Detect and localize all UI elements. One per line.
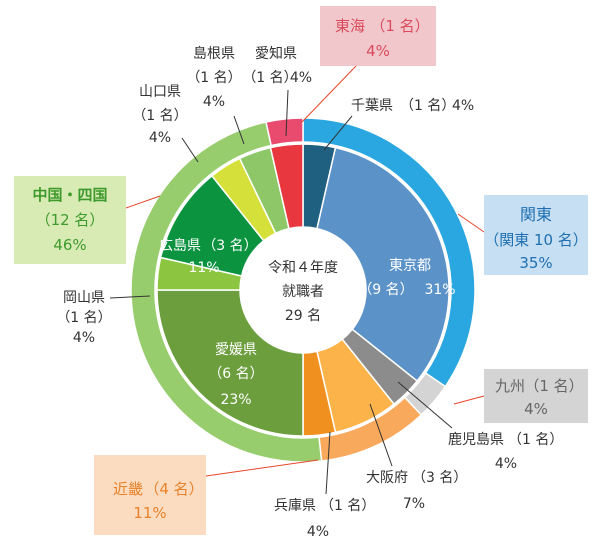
label-okayama: 岡山県 （1 名） 4% [56,290,111,346]
label-yamaguchi-name: 山口県 [139,84,181,100]
label-okayama-name: 岡山県 [63,290,105,306]
region-kinki-name: 近畿 [113,480,143,498]
center-label-line-1: 令和４年度 [268,260,338,276]
label-kagoshima-name: 鹿児島県 [448,431,504,448]
region-box-tokai: 東海 （1 名） 4% [320,6,436,66]
region-kyushu-name: 九州 [495,377,525,395]
leader-yamaguchi [181,137,199,163]
region-kinki-count: （4 名） [144,480,203,498]
label-chiba: 千葉県 （1 名） 4% [351,98,474,114]
region-box-chugoku-shikoku: 中国・四国 （12 名） 46% [14,176,126,264]
label-okayama-pct: 4% [73,330,95,346]
label-tokyo-name: 東京都 [389,258,431,274]
label-hyogo-count: （1 名） [320,498,375,514]
region-box-tokai-bg [320,6,436,66]
leader-kinki [205,459,319,477]
region-kyushu-pct: 4% [524,400,548,418]
leader-osaka [369,403,393,467]
label-chiba-count: （1 名） [400,98,455,114]
label-chiba-pct: 4% [452,98,474,114]
outer-ring [130,117,476,463]
label-hiroshima: 広島県 （3 名） 11% [159,238,258,276]
label-tokyo-count: （9 名） [358,282,413,298]
region-box-kyushu: 九州 （1 名） 4% [484,369,588,423]
center-label-line-2: 就職者 [282,284,324,300]
region-tokai-name: 東海 [335,17,365,35]
leader-shimane [233,115,245,145]
label-aichi-name: 愛知県 [255,45,297,62]
label-osaka-pct: 7% [403,496,425,512]
label-tokyo: 東京都 （9 名） 31% [358,258,455,298]
outer-slice-4 [265,117,304,147]
region-box-kinki: 近畿 （4 名） 11% [94,455,206,535]
region-kanto-count: （関東 10 名） [484,231,588,249]
label-kagoshima-pct: 4% [495,456,517,472]
label-hyogo-name: 兵庫県 [274,497,316,514]
region-kinki-pct: 11% [133,504,166,522]
label-shimane-count: （1 名） [186,70,241,86]
label-hyogo-pct: 4% [307,524,329,540]
label-shimane-name: 島根県 [193,46,235,62]
region-kanto-pct: 35% [519,254,552,272]
label-kagoshima: 鹿児島県 （1 名） 4% [448,431,563,472]
label-ehime-pct: 23% [220,392,251,408]
label-yamaguchi: 山口県 （1 名） 4% [132,84,187,146]
leader-kanto [457,213,485,233]
leader-lines [109,65,485,495]
label-ehime-count: （6 名） [208,366,263,382]
label-tokyo-pct: 31% [424,282,455,298]
label-aichi-count: （1 名） [242,70,297,86]
region-box-kanto-bg [484,195,588,275]
label-hiroshima-pct: 11% [188,260,219,276]
leader-chiba [323,115,353,151]
label-yamaguchi-pct: 4% [149,130,171,146]
label-hiroshima-name: 広島県 [159,238,201,254]
region-box-chugoku-shikoku-bg [14,176,126,264]
center-hole [240,227,366,353]
label-hiroshima-count: （3 名） [202,238,257,254]
label-shimane-pct: 4% [203,94,225,110]
leader-tokai [301,65,357,123]
leader-hyogo [325,431,331,495]
region-chugoku-shikoku-name: 中国・四国 [32,186,107,204]
label-aichi: 愛知県 （1 名） 4% [242,45,312,86]
region-kyushu-count: （1 名） [524,377,583,395]
label-osaka-count: （3 名） [412,470,467,486]
region-kanto-name: 関東 [520,205,552,224]
leader-kagoshima [397,381,453,429]
label-shimane: 島根県 （1 名） 4% [186,46,241,110]
leader-okayama [109,295,151,299]
label-yamaguchi-count: （1 名） [132,108,187,124]
label-okayama-count: （1 名） [56,310,111,326]
region-box-kinki-bg [94,455,206,535]
region-chugoku-shikoku-count: （12 名） [36,211,105,229]
region-box-kanto: 関東 （関東 10 名） 35% [484,195,588,275]
label-hyogo: 兵庫県 （1 名） 4% [274,497,375,540]
leader-chugoku-shikoku [125,195,161,209]
label-ehime: 愛媛県 （6 名） 23% [208,342,263,408]
label-kagoshima-count: （1 名） [508,432,563,448]
region-tokai-pct: 4% [366,42,390,60]
label-osaka-name: 大阪府 [366,470,408,486]
leader-kyushu [453,395,485,405]
center-label-line-3: 29 名 [285,308,321,324]
label-chiba-name: 千葉県 [351,98,393,114]
region-tokai-count: （1 名） [370,17,429,35]
label-ehime-name: 愛媛県 [215,342,257,358]
label-aichi-pct: 4% [290,70,312,86]
region-box-kyushu-bg [484,369,588,423]
label-osaka: 大阪府 （3 名） 7% [366,470,467,512]
leader-aichi [285,89,289,137]
region-chugoku-shikoku-pct: 46% [53,236,86,254]
